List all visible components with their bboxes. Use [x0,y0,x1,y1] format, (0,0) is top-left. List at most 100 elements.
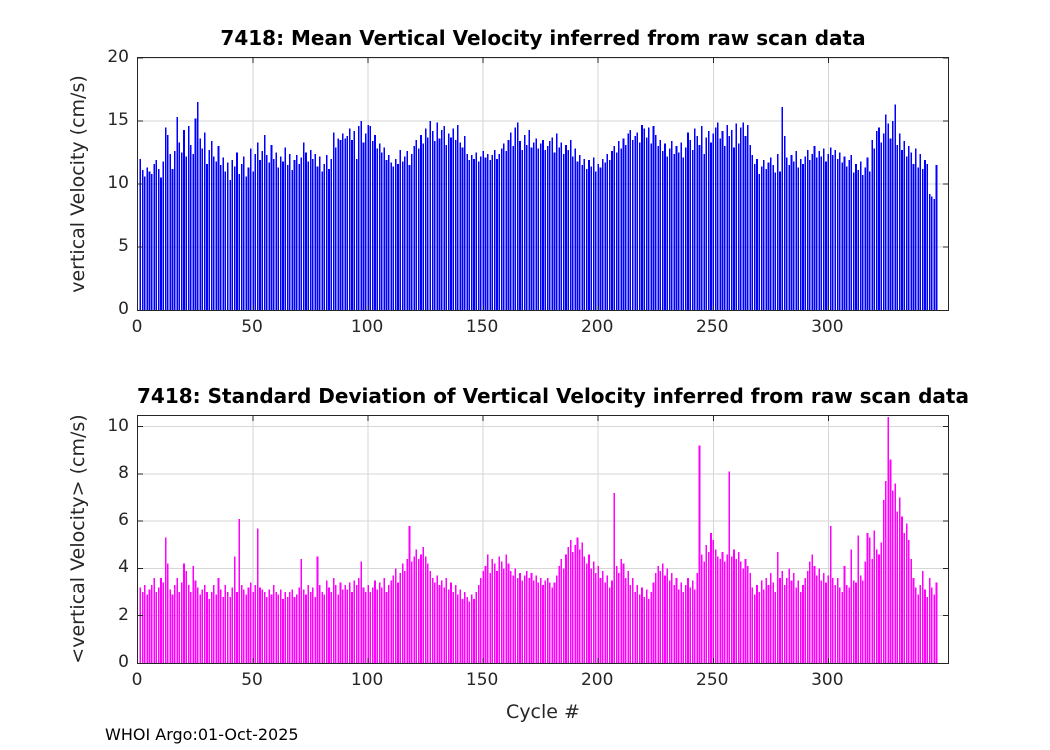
bar [694,128,696,310]
bar [569,139,572,310]
bar [799,592,802,663]
bar [316,556,319,663]
bar [829,525,832,663]
bar [657,566,659,663]
bar [772,582,774,663]
bar [733,147,735,310]
bar [544,580,547,663]
bar [788,568,791,663]
bar [595,573,597,663]
bar [289,592,291,663]
bar [335,147,337,310]
bar [438,138,441,310]
bar [802,163,804,310]
bar [891,121,894,310]
bar [183,129,185,310]
bar [850,549,853,663]
bar [866,533,869,663]
bar [820,580,823,663]
bar [388,155,390,310]
bar [153,163,155,310]
bar [829,147,832,310]
bar [680,142,682,310]
bar [558,147,560,310]
bar [346,589,349,663]
bar [229,596,231,663]
bar [491,155,494,310]
bar [259,160,261,310]
bar [332,577,335,663]
bar [500,561,503,663]
bar [482,151,484,310]
bar [238,173,241,310]
bar [411,561,413,663]
bar [452,592,455,663]
bar [585,168,588,310]
bar [802,585,804,663]
bar [434,582,436,663]
bar [353,131,356,310]
bar [252,171,254,310]
bar [546,577,549,663]
bar [650,592,652,663]
bar [707,551,710,663]
bar [549,141,551,310]
bar [774,172,777,310]
bar [931,196,933,310]
bar [514,127,517,310]
bar [452,128,455,310]
bar [401,161,404,310]
bar [374,580,376,663]
bar [300,157,303,310]
bar [703,153,705,310]
bar [443,587,445,663]
bar [362,587,365,663]
bar [698,445,701,663]
bar [661,151,664,310]
bar [537,582,540,663]
bar [139,587,142,663]
bar [654,573,657,663]
bar [811,153,814,310]
bar [873,530,876,663]
bar [385,592,388,663]
bar [201,589,204,663]
bar [666,568,669,663]
bar [772,165,774,310]
bar [804,577,807,663]
bar [560,559,563,663]
bar [926,596,929,663]
bar [293,596,296,663]
bar [885,481,887,663]
bar [620,559,623,663]
bar [700,126,703,310]
bar [661,563,664,663]
bar [845,585,848,663]
y-tick-label: 10 [107,415,129,436]
bar [282,599,284,663]
bar [526,144,528,310]
bar [459,142,461,310]
bar [740,561,742,663]
bar [567,547,570,663]
bar [818,151,820,310]
bar [505,151,507,310]
bar [703,561,705,663]
bar [392,575,395,663]
bar [427,137,429,310]
bar [399,149,402,310]
bar [240,585,243,663]
bar [797,580,800,663]
bar [747,566,749,663]
bar [176,577,178,663]
bar [180,152,183,310]
bar [192,153,195,310]
bar [275,592,277,663]
bar [825,161,827,310]
bar [167,134,169,310]
bar [696,136,698,310]
bar [921,570,924,663]
bar [613,146,616,310]
bar [217,146,220,310]
bar [300,559,303,663]
